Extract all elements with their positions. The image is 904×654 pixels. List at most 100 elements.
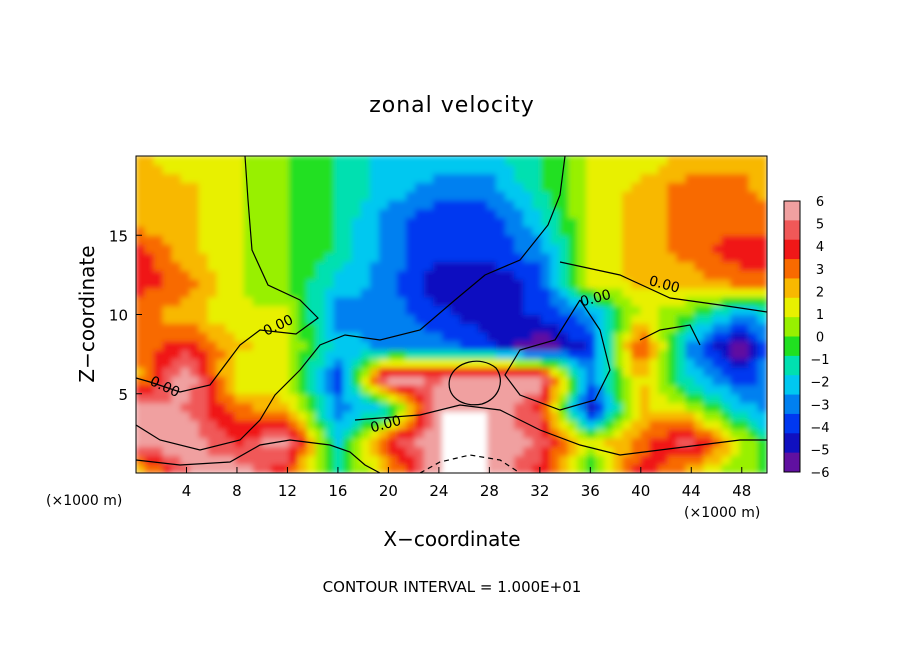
heatmap-cell [234,454,245,465]
heatmap-cell [532,349,543,360]
heatmap-cell [441,358,452,368]
heatmap-cell [568,358,579,368]
heatmap-cell [658,375,669,386]
heatmap-cell [189,322,200,333]
heatmap-cell [333,393,344,404]
heatmap-cell [153,252,164,263]
heatmap-cell [243,384,254,395]
heatmap-cell [469,208,480,219]
heatmap-cell [252,410,263,421]
heatmap-cell [451,366,462,377]
heatmap-cell [207,217,218,227]
heatmap-cell [414,428,425,439]
heatmap-cell [730,190,741,201]
heatmap-cell [613,419,624,430]
heatmap-cell [559,410,570,421]
heatmap-cell [622,428,633,439]
heatmap-cell [279,402,290,412]
heatmap-cell [324,384,335,395]
heatmap-cell [712,296,723,307]
heatmap-cell [198,208,209,219]
heatmap-cell [541,305,552,315]
heatmap-cell [757,261,767,271]
heatmap-cell [378,156,389,166]
heatmap-cell [667,454,678,465]
heatmap-cell [136,225,146,236]
heatmap-cell [757,366,767,377]
heatmap-cell [676,173,687,183]
heatmap-cell [595,296,606,307]
heatmap-cell [685,156,696,166]
heatmap-cell [757,173,767,183]
heatmap-cell [360,454,371,465]
heatmap-cell [451,156,462,166]
heatmap-cell [550,322,561,333]
heatmap-cell [505,349,516,360]
heatmap-cell [667,296,678,307]
heatmap-cell [378,190,389,201]
heatmap-cell [721,234,732,245]
heatmap-cell [532,428,543,439]
heatmap-cell [496,454,507,465]
heatmap-cell [306,463,317,473]
heatmap-cell [270,252,281,263]
heatmap-cell [577,234,588,245]
heatmap-cell [757,305,767,315]
heatmap-cell [685,331,696,342]
heatmap-cell [369,410,380,421]
heatmap-cell [153,190,164,201]
heatmap-cell [225,331,236,342]
heatmap-cell [136,278,146,289]
heatmap-cell [649,402,660,412]
heatmap-cell [297,410,308,421]
heatmap-cell [252,296,263,307]
heatmap-cell [324,243,335,254]
heatmap-cell [342,358,353,368]
zero-contours [136,156,767,473]
heatmap-cell [252,287,263,298]
heatmap-cell [144,181,155,192]
heatmap-cell [423,384,434,395]
heatmap-cell [748,208,759,219]
heatmap-cell [568,393,579,404]
heatmap-cell [396,393,407,404]
heatmap-cell [234,428,245,439]
heatmap-cell [577,217,588,227]
heatmap-cell [342,322,353,333]
heatmap-cell [423,340,434,351]
heatmap-cell [306,164,317,175]
heatmap-cell [351,314,362,324]
heatmap-cell [171,463,182,473]
heatmap-cell [171,225,182,236]
heatmap-cell [234,402,245,412]
heatmap-cell [198,269,209,280]
heatmap-cell [378,454,389,465]
heatmap-cell [451,181,462,192]
heatmap-cell [234,331,245,342]
heatmap-cell [757,428,767,439]
heatmap-cell [315,199,326,210]
heatmap-cell [541,208,552,219]
heatmap-cell [532,384,543,395]
heatmap-cell [631,217,642,227]
heatmap-cell [225,314,236,324]
heatmap-cell [514,393,525,404]
heatmap-cell [414,243,425,254]
heatmap-cell [405,190,416,201]
heatmap-cell [712,181,723,192]
heatmap-cell [144,349,155,360]
heatmap-cell [342,305,353,315]
heatmap-cell [631,446,642,456]
heatmap-cell [333,190,344,201]
heatmap-cell [514,234,525,245]
heatmap-cell [315,384,326,395]
heatmap-cell [225,190,236,201]
heatmap-cell [360,463,371,473]
heatmap-cell [613,454,624,465]
heatmap-cell [658,428,669,439]
heatmap-cell [478,190,489,201]
heatmap-cell [550,181,561,192]
heatmap-cell [189,234,200,245]
heatmap-cell [378,446,389,456]
heatmap-cell [441,287,452,298]
